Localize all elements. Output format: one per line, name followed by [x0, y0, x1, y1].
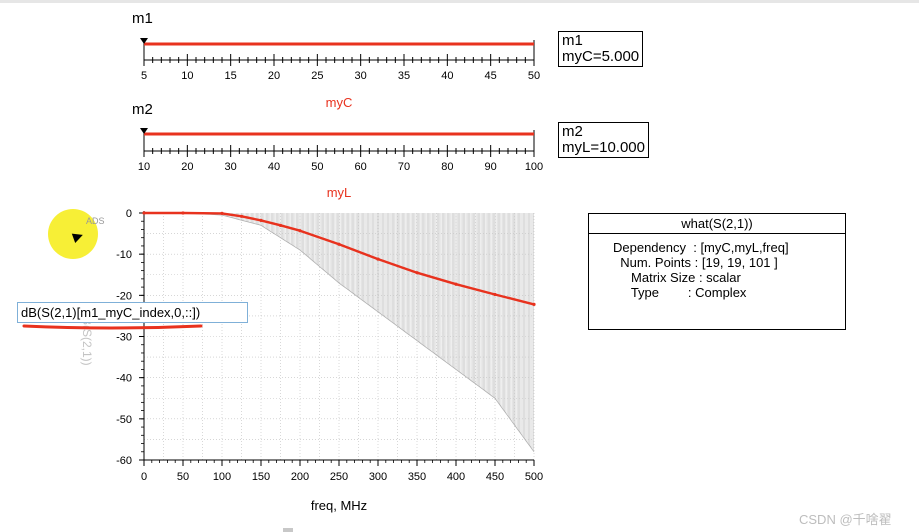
slider-tick-label: 20	[268, 70, 280, 82]
slider-marker-label: m2	[132, 101, 153, 118]
x-tick-label: 50	[177, 471, 189, 483]
x-tick-label: 400	[447, 471, 465, 483]
m1-readout-value: myC=5.000	[562, 48, 640, 65]
x-tick-label: 200	[291, 471, 309, 483]
m2-readout-name: m2	[562, 123, 583, 140]
cursor-highlight	[48, 209, 98, 259]
slider-tick-label: 50	[528, 70, 540, 82]
y-tick-label: -60	[116, 455, 132, 467]
slider-tick-label: 35	[398, 70, 410, 82]
ads-label: ADS	[86, 216, 105, 226]
m2-readout-box[interactable]: m2 myL=10.000	[558, 122, 649, 158]
x-tick-label: 300	[369, 471, 387, 483]
m1-readout-name: m1	[562, 32, 583, 49]
equation-label-box[interactable]: dB(S(2,1)[m1_myC_index,0,::])	[17, 302, 248, 323]
series-point	[142, 211, 146, 215]
x-tick-label: 150	[252, 471, 270, 483]
slider-tick-label: 40	[441, 70, 453, 82]
series-point	[454, 282, 458, 286]
slider-tick-label: 40	[268, 161, 280, 173]
y-tick-label: -10	[116, 249, 132, 261]
slider-tick-label: 15	[225, 70, 237, 82]
x-tick-label: 250	[330, 471, 348, 483]
m1-readout-box[interactable]: m1 myC=5.000	[558, 31, 644, 67]
slider-tick-label: 20	[181, 161, 193, 173]
slider-tick-label: 70	[398, 161, 410, 173]
slider-tick-label: 50	[311, 161, 323, 173]
series-point	[337, 242, 341, 246]
series-point	[493, 292, 497, 297]
slider-tick-label: 25	[311, 70, 323, 82]
slider-tick-label: 60	[355, 161, 367, 173]
marker-triangle-icon[interactable]	[140, 128, 148, 134]
scrollbar-thumb[interactable]	[283, 528, 293, 532]
slider-tick-label: 10	[181, 70, 193, 82]
series-point	[278, 223, 283, 227]
y-tick-label: -50	[116, 414, 132, 426]
y-tick-label: -40	[116, 373, 132, 385]
x-tick-label: 0	[141, 471, 147, 483]
y-tick-label: -20	[116, 290, 132, 302]
slider-myL[interactable]	[140, 128, 535, 157]
marker-triangle-icon[interactable]	[140, 38, 148, 44]
slider-variable-label: myC	[326, 95, 353, 110]
slider-tick-label: 90	[485, 161, 497, 173]
x-tick-label: 100	[213, 471, 231, 483]
slider-variable-label: myL	[327, 185, 352, 200]
series-point	[220, 211, 224, 216]
series-point	[259, 218, 263, 223]
series-point	[532, 302, 536, 306]
series-point	[181, 211, 185, 215]
info-row-type: Type : Complex	[613, 285, 747, 300]
info-box-title: what(S(2,1))	[589, 214, 845, 234]
series-point	[239, 214, 244, 218]
x-tick-label: 450	[486, 471, 504, 483]
slider-tick-label: 30	[225, 161, 237, 173]
annotation-underline	[22, 324, 203, 330]
series-point	[415, 271, 419, 275]
slider-tick-label: 5	[141, 70, 147, 82]
window-top-border	[0, 0, 919, 3]
info-box-body: Dependency : [myC,myL,freq] Num. Points …	[589, 234, 845, 300]
x-tick-label: 350	[408, 471, 426, 483]
m2-readout-value: myL=10.000	[562, 139, 645, 156]
x-axis-label: freq, MHz	[311, 498, 367, 513]
slider-tick-label: 45	[485, 70, 497, 82]
x-tick-label: 500	[525, 471, 543, 483]
slider-tick-label: 30	[355, 70, 367, 82]
y-tick-label: 0	[126, 208, 132, 220]
series-point	[298, 229, 302, 233]
slider-tick-label: 80	[441, 161, 453, 173]
series-point	[376, 257, 380, 261]
slider-tick-label: 100	[525, 161, 543, 173]
slider-tick-label: 10	[138, 161, 150, 173]
info-row-dependency: Dependency : [myC,myL,freq]	[613, 240, 789, 255]
sweep-family-curves	[192, 213, 534, 451]
slider-myC[interactable]	[140, 38, 535, 66]
main-chart	[139, 211, 536, 466]
watermark: CSDN @千啥翟	[799, 512, 892, 527]
y-tick-label: -30	[116, 332, 132, 344]
info-row-matrix-size: Matrix Size : scalar	[613, 270, 741, 285]
info-row-num-points: Num. Points : [19, 19, 101 ]	[613, 255, 778, 270]
what-info-box[interactable]: what(S(2,1)) Dependency : [myC,myL,freq]…	[588, 213, 846, 330]
y-axis-label: dB(S(2,1))	[80, 310, 94, 365]
slider-marker-label: m1	[132, 10, 153, 27]
